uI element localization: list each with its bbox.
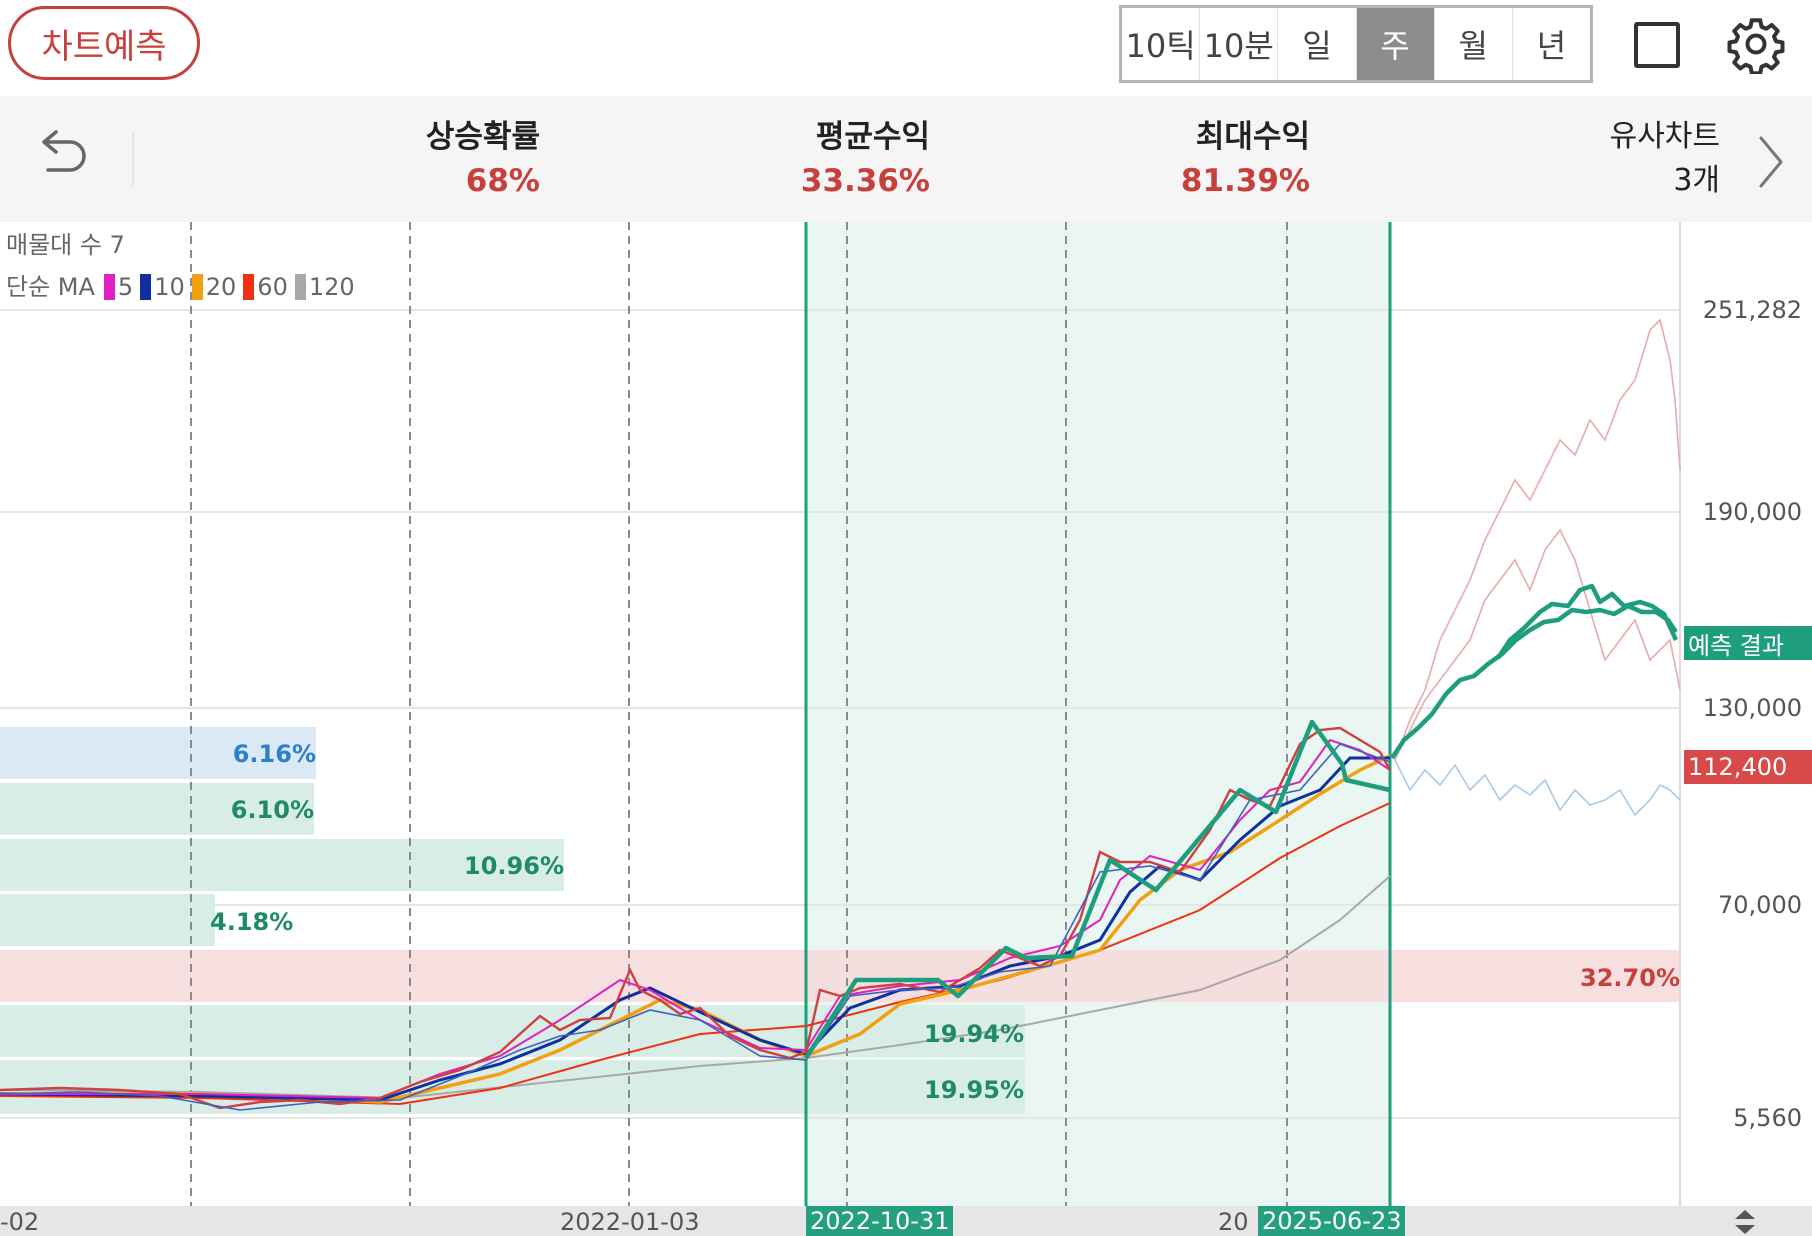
ma-5-line (0, 738, 1391, 1100)
chart-legend: 매물대 수 7 단순 MA 5 10 20 60 120 (6, 224, 359, 308)
undo-icon[interactable] (36, 128, 92, 188)
similar-charts-label: 유사차트 (1609, 119, 1720, 154)
price-candles (0, 726, 1392, 1110)
period-10min[interactable]: 10분 (1200, 8, 1279, 80)
ma-120-swatch (294, 274, 306, 300)
volume-label-6: 19.94% (924, 1020, 1024, 1048)
ma-120-label: 120 (308, 273, 355, 301)
ma-20-swatch (191, 274, 203, 300)
similar-path-3 (1394, 759, 1681, 817)
period-year[interactable]: 년 (1536, 27, 1567, 65)
divider (132, 132, 134, 186)
volume-bar-5 (0, 950, 1680, 1002)
ma-20-line (0, 754, 1391, 1104)
grid-lines (0, 309, 1680, 1119)
volume-profile-count: 매물대 수 7 (6, 231, 125, 259)
rise-probability-label: 상승확률 (425, 119, 540, 155)
similar-path-2 (1394, 528, 1681, 761)
max-return: 최대수익 81.39% (1170, 116, 1310, 204)
fullscreen-icon[interactable] (1634, 22, 1680, 68)
ma-60-line (0, 802, 1391, 1106)
matched-range (805, 222, 1391, 1206)
ma-legend: 단순 MA 5 10 20 60 120 (6, 266, 359, 308)
volume-label-5: 32.70% (1580, 964, 1680, 992)
ma-10-label: 10 (154, 273, 185, 301)
period-week[interactable]: 주 (1356, 8, 1435, 80)
max-return-label: 최대수익 (1195, 119, 1310, 155)
date-gridlines (190, 222, 1288, 1206)
ma-5-swatch (103, 274, 115, 300)
rise-probability: 상승확률 68% (420, 116, 540, 204)
ma-5-label: 5 (117, 273, 134, 301)
date-label-partial: 20 (1218, 1208, 1249, 1236)
ma-legend-label: 단순 MA (6, 273, 95, 301)
volume-label-1: 6.16% (232, 740, 316, 768)
ma-10-swatch (140, 274, 152, 300)
current-price-tag: 112,400 (1684, 750, 1812, 784)
similar-path-1 (1394, 318, 1681, 761)
price-chart[interactable] (0, 222, 1812, 1206)
similar-charts-count: 3개 (1673, 163, 1720, 198)
period-10tick[interactable]: 10틱 (1122, 8, 1201, 80)
ma-60-label: 60 (257, 273, 288, 301)
chevron-right-icon[interactable] (1756, 134, 1786, 190)
price-tick-1: 251,282 (1702, 296, 1802, 324)
period-month[interactable]: 월 (1435, 8, 1513, 80)
max-return-value: 81.39% (1180, 163, 1310, 199)
volume-bar-4 (0, 894, 215, 946)
volume-label-7: 19.95% (924, 1076, 1024, 1104)
date-label-2022-01-03: 2022-01-03 (560, 1208, 700, 1236)
ma-60-swatch (243, 274, 255, 300)
similar-charts[interactable]: 유사차트 3개 (1610, 116, 1720, 204)
price-tick-2: 190,000 (1702, 498, 1802, 526)
scroll-updown-icon[interactable] (1732, 1208, 1758, 1236)
forecast-line (1390, 603, 1678, 760)
average-return-label: 평균수익 (815, 119, 930, 155)
price-tick-3: 130,000 (1702, 694, 1802, 722)
price-tick-5: 5,560 (1733, 1104, 1802, 1132)
volume-label-4: 4.18% (210, 908, 294, 936)
price-candles-blue (0, 743, 1391, 1111)
rise-probability-value: 68% (465, 163, 540, 199)
ma-20-label: 20 (205, 273, 237, 301)
period-day[interactable]: 일 (1278, 8, 1357, 80)
gear-icon[interactable] (1726, 14, 1786, 74)
prediction-stats-bar: 상승확률 68% 평균수익 33.36% 최대수익 81.39% 유사차트 3개 (0, 96, 1812, 222)
average-return: 평균수익 33.36% (790, 116, 930, 204)
volume-bar-1 (0, 727, 316, 779)
average-return-value: 33.36% (800, 163, 930, 199)
range-start-date: 2022-10-31 (806, 1206, 954, 1236)
chart-predict-button[interactable]: 차트예측 (8, 6, 200, 80)
volume-bar-3 (0, 839, 564, 891)
volume-label-2: 6.10% (230, 796, 314, 824)
period-selector: 10틱 10분 일 주 월 년 (1119, 5, 1593, 83)
volume-label-3: 10.96% (464, 852, 564, 880)
forecast-result-tag: 예측 결과 (1684, 626, 1812, 660)
range-end-date: 2025-06-23 (1258, 1206, 1406, 1236)
date-label-left: -02 (0, 1208, 40, 1236)
top-toolbar: 차트예측 10틱 10분 일 주 월 년 (0, 0, 1812, 96)
pattern-outline (804, 719, 1391, 1060)
volume-bar-2 (0, 783, 314, 835)
price-tick-4: 70,000 (1718, 891, 1802, 919)
